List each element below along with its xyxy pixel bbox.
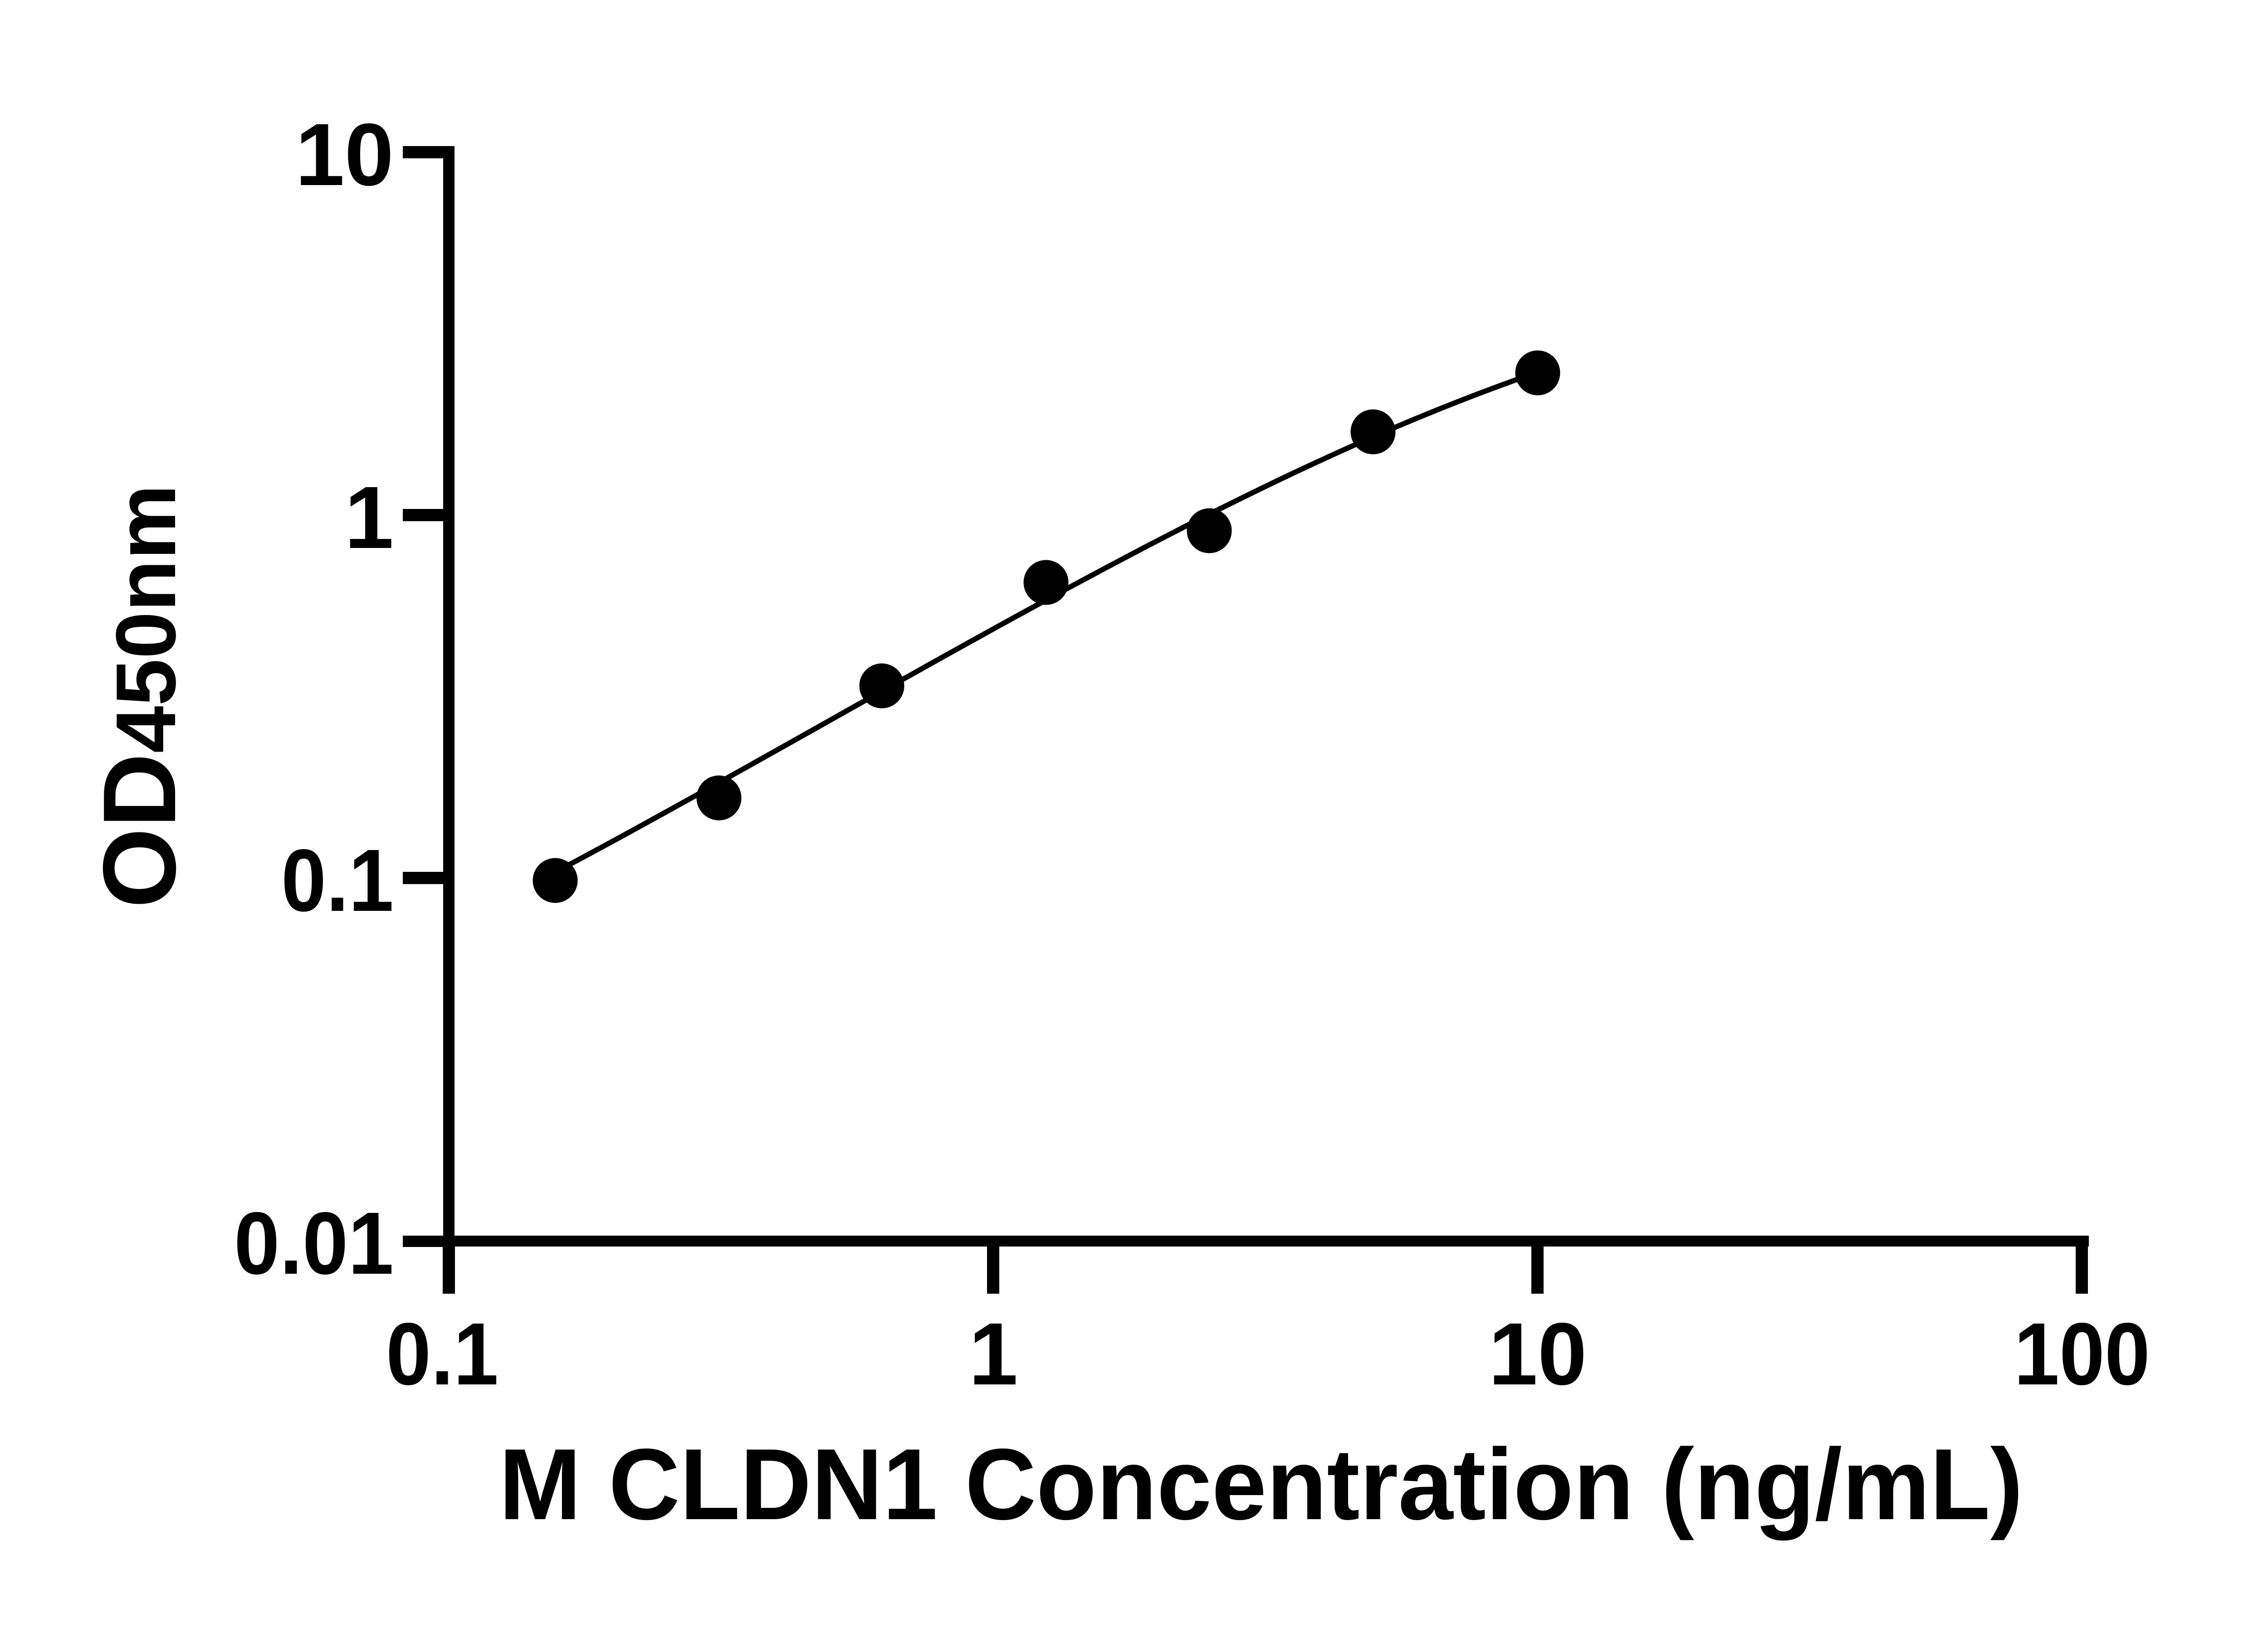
svg-text:0.1: 0.1: [281, 831, 394, 930]
svg-text:10: 10: [295, 105, 394, 204]
svg-text:100: 100: [2014, 1305, 2150, 1403]
svg-text:10: 10: [1489, 1305, 1587, 1403]
svg-text:OD450nm: OD450nm: [82, 484, 197, 909]
svg-text:1: 1: [969, 1305, 1018, 1403]
svg-text:M CLDN1 Concentration (ng/mL): M CLDN1 Concentration (ng/mL): [499, 1428, 2023, 1541]
svg-text:1: 1: [345, 468, 394, 567]
svg-text:0.1: 0.1: [386, 1305, 499, 1403]
svg-text:0.01: 0.01: [234, 1194, 394, 1293]
